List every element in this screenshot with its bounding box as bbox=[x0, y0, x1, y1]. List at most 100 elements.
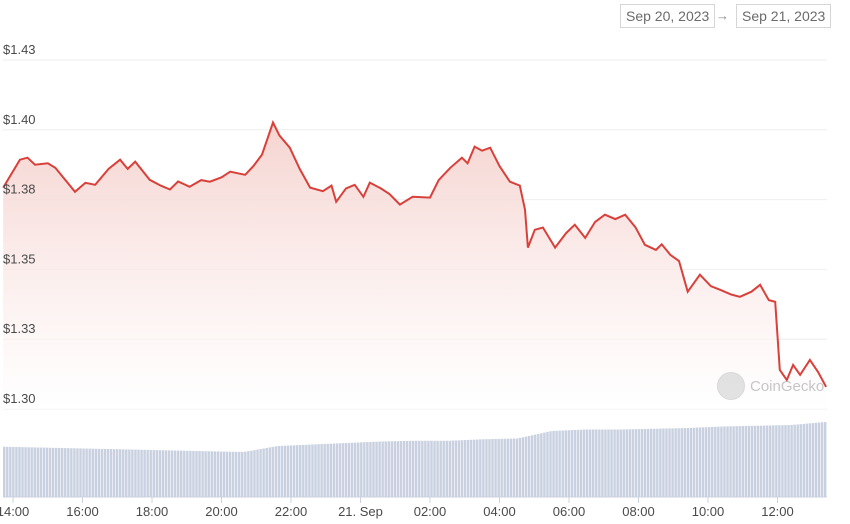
volume-bar bbox=[588, 429, 592, 497]
volume-bar bbox=[375, 441, 378, 497]
volume-bar bbox=[753, 425, 757, 497]
volume-bar bbox=[76, 448, 79, 497]
volume-bar bbox=[436, 440, 439, 497]
volume-bar bbox=[36, 447, 40, 497]
volume-bar bbox=[21, 447, 24, 497]
volume-bar bbox=[781, 425, 784, 497]
volume-bar bbox=[338, 443, 342, 497]
volume-bar bbox=[747, 425, 751, 497]
volume-bar bbox=[711, 426, 714, 497]
volume-bar bbox=[91, 448, 94, 497]
volume-bar bbox=[555, 430, 558, 497]
volume-bar bbox=[299, 445, 302, 497]
volume-bar bbox=[668, 428, 671, 497]
volume-bar bbox=[527, 435, 531, 497]
volume-bar bbox=[372, 441, 375, 497]
x-tick-label: 18:00 bbox=[136, 504, 169, 519]
y-tick-label: $1.43 bbox=[3, 42, 36, 57]
volume-bar bbox=[167, 450, 171, 497]
volume-bar bbox=[646, 428, 650, 497]
volume-bar bbox=[793, 424, 796, 497]
volume-bar bbox=[198, 451, 201, 497]
volume-bar bbox=[3, 446, 6, 497]
volume-bar bbox=[363, 442, 366, 497]
volume-bar bbox=[115, 449, 119, 497]
volume-bar bbox=[543, 432, 546, 497]
volume-bar bbox=[231, 451, 235, 497]
volume-bar bbox=[714, 426, 717, 497]
volume-bar bbox=[564, 430, 567, 497]
volume-bar bbox=[192, 450, 195, 497]
volume-bar bbox=[173, 450, 177, 497]
x-tick-label: 06:00 bbox=[553, 504, 586, 519]
volume-bar bbox=[418, 440, 421, 497]
volume-bar bbox=[521, 437, 525, 497]
volume-bar bbox=[482, 439, 485, 497]
volume-bar bbox=[146, 449, 149, 497]
volume-bar bbox=[817, 422, 821, 497]
volume-bar bbox=[79, 448, 82, 497]
volume-bar bbox=[73, 448, 76, 497]
volume-bar bbox=[796, 424, 799, 497]
volume-bar bbox=[765, 425, 769, 497]
volume-bar bbox=[649, 428, 653, 497]
volume-bar bbox=[494, 438, 497, 497]
volume-bar bbox=[378, 441, 381, 497]
volume-bar bbox=[262, 448, 265, 497]
volume-bar bbox=[415, 440, 418, 497]
volume-bar bbox=[305, 444, 308, 497]
volume-bar bbox=[390, 441, 394, 497]
volume-bar bbox=[573, 429, 577, 497]
volume-bar bbox=[805, 423, 809, 497]
volume-bar bbox=[707, 427, 711, 497]
x-tick-label: 22:00 bbox=[275, 504, 308, 519]
volume-bar bbox=[277, 445, 281, 497]
volume-bar bbox=[149, 449, 152, 497]
price-line bbox=[2, 119, 827, 388]
volume-bar bbox=[292, 445, 296, 497]
volume-bar bbox=[790, 424, 793, 497]
volume-bar bbox=[476, 439, 479, 497]
volume-bar bbox=[15, 447, 18, 497]
volume-bar bbox=[222, 451, 226, 497]
date-to-input[interactable]: Sep 21, 2023 bbox=[736, 4, 832, 28]
volume-bar bbox=[317, 444, 320, 497]
volume-bar bbox=[701, 427, 705, 497]
volume-bar bbox=[18, 447, 21, 497]
volume-bar bbox=[537, 433, 540, 497]
watermark-text: CoinGecko bbox=[750, 377, 825, 395]
volume-bar bbox=[164, 450, 168, 497]
volume-bar bbox=[94, 448, 98, 497]
arrow-right-icon: → bbox=[716, 8, 729, 23]
date-from-input[interactable]: Sep 20, 2023 bbox=[620, 4, 716, 28]
volume-bar bbox=[775, 425, 778, 497]
volume-bar bbox=[427, 440, 430, 497]
volume-bar bbox=[201, 451, 204, 497]
volume-bar bbox=[698, 427, 702, 497]
volume-bar bbox=[112, 449, 116, 497]
volume-bar bbox=[530, 435, 534, 497]
volume-bar bbox=[57, 447, 61, 497]
volume-bar bbox=[503, 438, 506, 497]
volume-bar bbox=[280, 445, 284, 497]
volume-bar bbox=[466, 439, 470, 497]
volume-bar bbox=[271, 446, 275, 497]
volume-bar bbox=[396, 441, 400, 497]
volume-bar bbox=[51, 447, 55, 497]
volume-bar bbox=[161, 450, 165, 497]
volume-bar bbox=[604, 429, 607, 497]
volume-bar bbox=[274, 446, 278, 497]
x-tick-label: 02:00 bbox=[414, 504, 447, 519]
volume-bar bbox=[595, 429, 598, 497]
volume-bar bbox=[295, 445, 299, 497]
x-tick-label: 21. Sep bbox=[338, 504, 383, 519]
volume-bar bbox=[433, 440, 436, 497]
volume-bar bbox=[125, 449, 128, 497]
volume-bar bbox=[756, 425, 760, 497]
volume-bar bbox=[820, 422, 824, 497]
volume-bar bbox=[289, 445, 293, 497]
volume-bar bbox=[607, 429, 610, 497]
x-tick-label: 16:00 bbox=[66, 504, 99, 519]
volume-bar bbox=[265, 447, 268, 497]
